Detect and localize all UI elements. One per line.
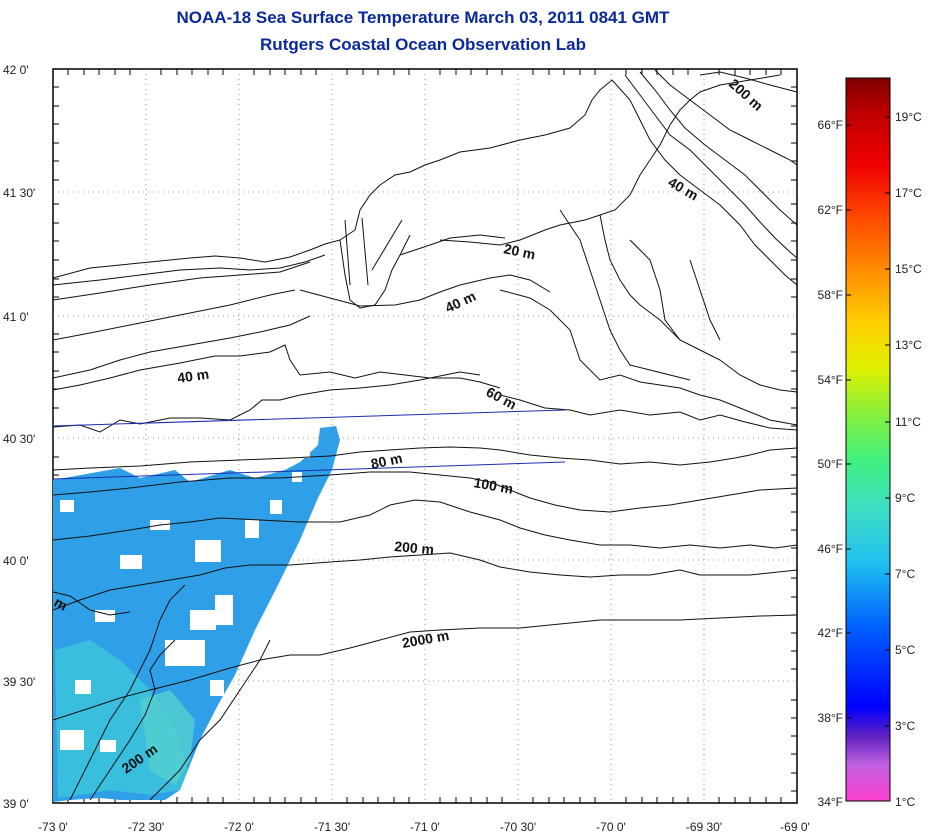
fahrenheit-label: 50°F — [818, 457, 843, 471]
lon-label: -73 0' — [38, 820, 68, 834]
map-title: NOAA-18 Sea Surface Temperature March 03… — [176, 8, 670, 27]
lon-label: -71 0' — [410, 820, 440, 834]
lat-label: 41 30' — [3, 186, 35, 200]
celsius-label: 1°C — [895, 795, 915, 809]
celsius-label: 3°C — [895, 719, 915, 733]
contour-label: 80 m — [369, 450, 404, 472]
lat-labels: 42 0' 41 30' 41 0' 40 30' 40 0' 39 30' 3… — [3, 63, 35, 811]
fahrenheit-label: 58°F — [818, 288, 843, 302]
contour-label: 200 m — [394, 538, 435, 557]
fahrenheit-label: 54°F — [818, 373, 843, 387]
colorbar-gradient — [845, 77, 891, 802]
lat-label: 40 30' — [3, 432, 35, 446]
celsius-label: 5°C — [895, 643, 915, 657]
lon-label: -72 0' — [224, 820, 254, 834]
lat-label: 39 30' — [3, 675, 35, 689]
celsius-label: 19°C — [895, 110, 922, 124]
fahrenheit-label: 34°F — [818, 795, 843, 809]
lon-label: -69 30' — [686, 820, 722, 834]
lat-label: 41 0' — [3, 310, 29, 324]
fahrenheit-label: 46°F — [818, 542, 843, 556]
fahrenheit-label: 62°F — [818, 203, 843, 217]
transect-lines — [53, 409, 566, 480]
grid — [53, 69, 797, 803]
celsius-label: 7°C — [895, 567, 915, 581]
celsius-label: 13°C — [895, 338, 922, 352]
lat-label: 40 0' — [3, 554, 29, 568]
celsius-label: 15°C — [895, 262, 922, 276]
lon-label: -70 0' — [596, 820, 626, 834]
contour-label: 100 m — [472, 474, 514, 497]
lon-label: -69 0' — [780, 820, 810, 834]
celsius-label: 17°C — [895, 186, 922, 200]
lon-label: -70 30' — [500, 820, 536, 834]
lon-label: -71 30' — [314, 820, 350, 834]
map-subtitle: Rutgers Coastal Ocean Observation Lab — [260, 35, 586, 54]
celsius-label: 11°C — [895, 415, 921, 429]
fahrenheit-label: 66°F — [818, 118, 843, 132]
lon-labels: -73 0' -72 30' -72 0' -71 30' -71 0' -70… — [38, 820, 810, 834]
celsius-label: 9°C — [895, 491, 915, 505]
fahrenheit-label: 42°F — [818, 626, 843, 640]
contour-label: 40 m — [176, 366, 210, 386]
bathymetry-contours — [53, 69, 797, 801]
lon-label: -72 30' — [128, 820, 164, 834]
fahrenheit-label: 38°F — [818, 711, 843, 725]
colorbar: 19°C 17°C 15°C 13°C 11°C 9°C 7°C 5°C 3°C… — [818, 77, 922, 809]
lat-label: 42 0' — [3, 63, 29, 77]
contour-label: 20 m — [502, 240, 537, 262]
lat-label: 39 0' — [3, 797, 29, 811]
